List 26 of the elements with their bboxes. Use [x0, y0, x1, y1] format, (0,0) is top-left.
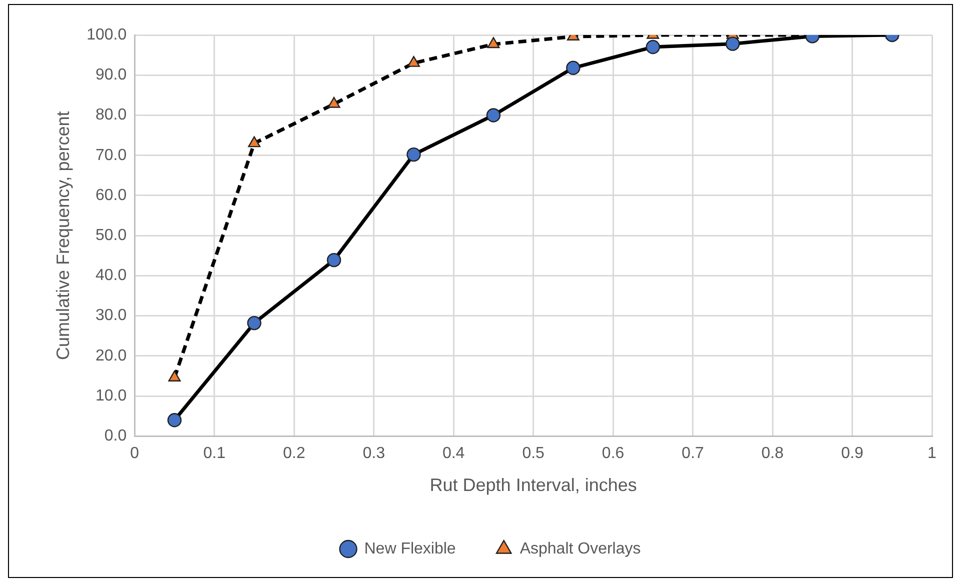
- y-tick-label: 60.0: [96, 186, 127, 204]
- y-tick-label: 50.0: [96, 227, 127, 244]
- x-tick-label: 0.5: [522, 445, 545, 462]
- x-tick-label: 0.3: [362, 445, 386, 462]
- legend-label: New Flexible: [364, 540, 456, 558]
- x-tick-label: 0: [130, 445, 140, 462]
- x-tick-label: 0.4: [442, 445, 465, 462]
- y-tick-label: 20.0: [96, 347, 127, 364]
- y-tick-label: 30.0: [96, 307, 127, 324]
- x-tick-label: 1: [928, 445, 937, 462]
- y-tick-label: 10.0: [96, 387, 127, 404]
- x-tick-label: 0.8: [761, 445, 784, 462]
- x-axis-title: Rut Depth Interval, inches: [430, 475, 637, 496]
- y-tick-label: 90.0: [96, 66, 127, 84]
- y-tick-label: 100.0: [86, 26, 127, 44]
- y-tick-label: 70.0: [96, 146, 127, 164]
- x-tick-label: 0.6: [602, 445, 624, 462]
- y-tick-label: 80.0: [96, 106, 127, 124]
- y-tick-label: 0.0: [104, 428, 127, 445]
- y-tick-label: 40.0: [96, 267, 127, 284]
- y-axis-title: Cumulative Frequency, percent: [52, 111, 73, 360]
- x-tick-label: 0.1: [203, 445, 226, 462]
- legend-label: Asphalt Overlays: [520, 540, 641, 558]
- x-tick-label: 0.2: [282, 445, 306, 462]
- x-tick-label: 0.7: [682, 445, 704, 462]
- x-tick-label: 0.9: [841, 445, 864, 462]
